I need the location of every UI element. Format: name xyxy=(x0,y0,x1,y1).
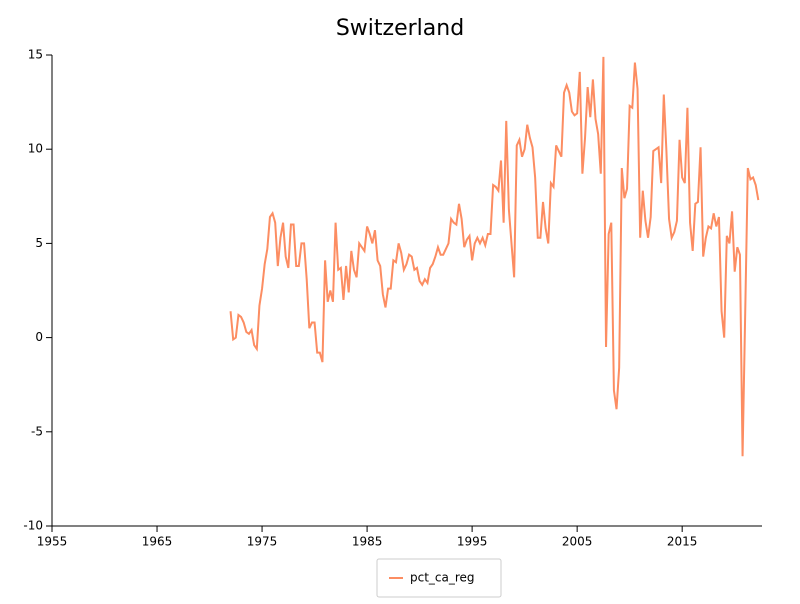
y-tick-label: 15 xyxy=(28,48,43,62)
legend-box xyxy=(376,558,502,598)
legend-label: pct_ca_reg xyxy=(410,571,475,585)
x-tick-label: 1975 xyxy=(247,535,278,549)
y-tick-label: 10 xyxy=(28,142,43,156)
y-tick-label: 5 xyxy=(35,236,43,250)
y-tick-label: 0 xyxy=(35,330,43,344)
chart-title: Switzerland xyxy=(336,16,464,41)
data-line xyxy=(229,56,760,457)
y-tick-label: -10 xyxy=(23,519,43,533)
x-tick-label: 1955 xyxy=(37,535,68,549)
x-tick-label: 2005 xyxy=(562,535,593,549)
y-tick-label: -5 xyxy=(31,424,43,438)
x-tick-label: 2015 xyxy=(667,535,698,549)
x-tick-label: 1965 xyxy=(142,535,173,549)
x-tick-label: 1995 xyxy=(457,535,488,549)
x-tick-label: 1985 xyxy=(352,535,383,549)
